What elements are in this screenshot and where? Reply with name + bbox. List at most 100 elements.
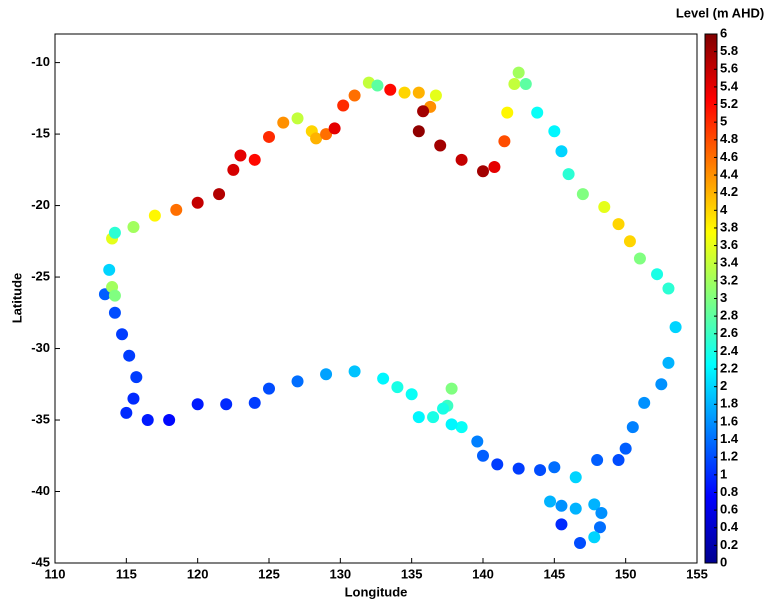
point xyxy=(477,165,489,178)
point xyxy=(544,495,557,508)
point xyxy=(655,378,668,391)
colorbar-tick-label: 5.6 xyxy=(720,61,738,76)
point xyxy=(227,163,240,176)
point xyxy=(633,252,646,265)
colorbar-tick-label: 5 xyxy=(720,114,727,129)
point xyxy=(412,411,425,424)
colorbar-tick-label: 4.2 xyxy=(720,184,738,199)
point xyxy=(163,414,176,427)
colorbar-tick-label: 4.6 xyxy=(720,149,738,164)
point xyxy=(191,398,204,411)
colorbar-tick-label: 2.6 xyxy=(720,325,738,340)
point xyxy=(384,83,397,96)
point xyxy=(512,66,525,79)
plot-area xyxy=(54,33,698,564)
point xyxy=(548,461,561,474)
y-tick-label: -10 xyxy=(31,54,50,69)
colorbar-tick-label: 3 xyxy=(720,290,727,305)
point xyxy=(127,392,140,405)
y-axis-label: Latitude xyxy=(9,273,24,324)
point xyxy=(619,442,632,455)
x-tick-label: 145 xyxy=(543,566,565,581)
point xyxy=(337,99,350,112)
point xyxy=(348,89,361,102)
colorbar-tick-label: 2.8 xyxy=(720,308,738,323)
point xyxy=(588,531,601,544)
y-tick-label: -20 xyxy=(31,197,50,212)
point xyxy=(471,435,484,448)
point xyxy=(248,153,261,166)
x-tick-label: 150 xyxy=(615,566,637,581)
point xyxy=(412,86,425,99)
point xyxy=(191,196,204,209)
point xyxy=(455,421,468,434)
point xyxy=(291,112,304,125)
point xyxy=(263,130,275,143)
point xyxy=(310,132,323,145)
point xyxy=(498,135,511,148)
point xyxy=(488,160,501,173)
point xyxy=(427,411,440,424)
point xyxy=(116,328,129,341)
point xyxy=(623,235,636,248)
colorbar-tick-label: 0.4 xyxy=(720,519,739,534)
x-tick-label: 155 xyxy=(686,566,708,581)
point xyxy=(555,518,568,531)
colorbar-label: Level (m AHD) xyxy=(676,5,764,20)
point xyxy=(405,388,418,401)
colorbar-tick-label: 4.4 xyxy=(720,167,739,182)
point xyxy=(555,145,568,158)
point xyxy=(277,116,290,129)
point xyxy=(555,499,568,512)
point xyxy=(123,349,136,362)
point xyxy=(651,268,664,281)
colorbar-tick-label: 3.8 xyxy=(720,219,738,234)
colorbar-tick-label: 3.4 xyxy=(720,255,739,270)
colorbar-tick-label: 5.8 xyxy=(720,43,738,58)
point xyxy=(491,458,504,471)
colorbar-tick-label: 1.4 xyxy=(720,431,739,446)
point xyxy=(588,498,601,511)
x-tick-label: 120 xyxy=(187,566,209,581)
point xyxy=(412,125,425,138)
point xyxy=(531,106,544,119)
point xyxy=(103,263,116,276)
colorbar-tick-label: 3.2 xyxy=(720,272,738,287)
point xyxy=(598,200,611,213)
x-tick-label: 125 xyxy=(258,566,280,581)
point xyxy=(662,282,675,295)
point xyxy=(626,421,639,434)
colorbar-tick-label: 2.4 xyxy=(720,343,739,358)
colorbar-tick-label: 5.2 xyxy=(720,96,738,111)
point xyxy=(445,382,458,395)
point xyxy=(519,78,532,91)
point xyxy=(248,396,261,409)
point xyxy=(220,398,233,411)
colorbar-tick-label: 1.8 xyxy=(720,396,738,411)
colorbar-tick-label: 0.2 xyxy=(720,537,738,552)
colorbar-tick-label: 4.8 xyxy=(720,131,738,146)
point xyxy=(501,106,514,119)
point xyxy=(477,449,489,462)
point xyxy=(348,365,361,378)
y-tick-label: -30 xyxy=(31,340,50,355)
point xyxy=(148,209,161,222)
point xyxy=(437,402,450,415)
point xyxy=(569,471,582,484)
point xyxy=(391,381,404,394)
point xyxy=(130,371,143,384)
x-axis-label: Longitude xyxy=(345,584,408,599)
point xyxy=(434,139,447,152)
y-tick-label: -35 xyxy=(31,411,50,426)
point xyxy=(574,536,587,549)
point xyxy=(534,464,547,477)
x-tick-label: 140 xyxy=(472,566,494,581)
point xyxy=(108,289,121,302)
point xyxy=(170,203,183,216)
point xyxy=(108,226,121,239)
point xyxy=(371,79,384,92)
x-tick-label: 135 xyxy=(401,566,423,581)
point xyxy=(141,414,154,427)
point xyxy=(291,375,304,388)
